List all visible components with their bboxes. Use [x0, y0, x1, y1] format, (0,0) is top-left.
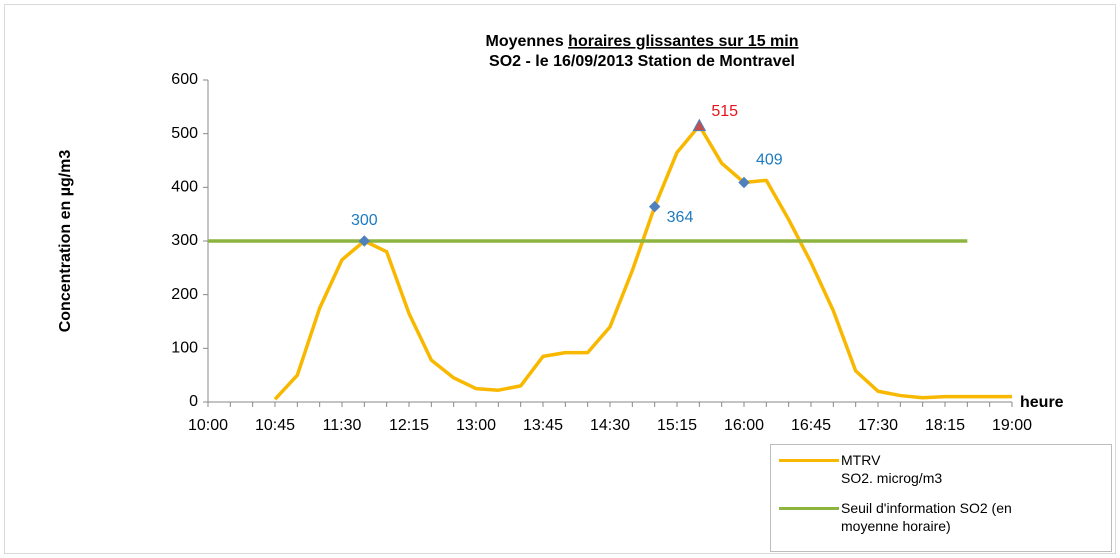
x-tick-label: 13:45 [523, 417, 563, 434]
data-label: 300 [351, 212, 378, 229]
chart-title: Moyennes horaires glissantes sur 15 min [485, 33, 798, 50]
point-marker [692, 118, 707, 132]
chart-border [4, 4, 1116, 554]
chart-subtitle: SO2 - le 16/09/2013 Station de Montravel [489, 53, 795, 70]
y-tick-label: 0 [189, 393, 198, 410]
x-tick-label: 16:45 [791, 417, 831, 434]
y-tick-label: 600 [171, 71, 198, 88]
x-tick-label: 13:00 [456, 417, 496, 434]
x-tick-label: 16:00 [724, 417, 764, 434]
point-marker [648, 200, 661, 213]
legend-label: Seuil d'information SO2 (en moyenne hora… [841, 500, 1012, 534]
x-tick-label: 18:15 [925, 417, 965, 434]
point-marker [358, 235, 371, 247]
x-tick-label: 10:00 [188, 417, 228, 434]
y-tick-label: 500 [171, 125, 198, 142]
data-label: 364 [667, 209, 694, 226]
title-part: horaires glissantes sur 15 min [568, 33, 798, 50]
legend-entry: Seuil d'information SO2 (en moyenne hora… [779, 499, 1012, 535]
x-tick-label: 12:15 [389, 417, 429, 434]
title-part: Moyennes [485, 33, 568, 50]
x-tick-label: 19:00 [992, 417, 1032, 434]
series-line [273, 123, 1012, 401]
data-label: 409 [756, 152, 783, 169]
x-tick-label: 15:15 [657, 417, 697, 434]
y-tick-label: 100 [171, 340, 198, 357]
point-marker [738, 176, 750, 189]
x-tick-label: 17:30 [858, 417, 898, 434]
legend-label: MTRV SO2. microg/m3 [841, 452, 943, 486]
x-axis-label: heure [1020, 394, 1064, 411]
y-tick-label: 300 [171, 232, 198, 249]
y-axis-label: Concentration en µg/m3 [57, 150, 74, 333]
legend-swatch [779, 507, 839, 510]
y-tick-label: 200 [171, 286, 198, 303]
x-tick-label: 11:30 [323, 417, 362, 434]
legend-entry: MTRV SO2. microg/m3 [779, 451, 943, 487]
legend-swatch [779, 459, 839, 462]
legend: MTRV SO2. microg/m3 Seuil d'information S… [770, 444, 1112, 552]
x-tick-label: 10:45 [255, 417, 295, 434]
data-label: 515 [711, 103, 738, 120]
y-tick-label: 400 [171, 179, 198, 196]
x-tick-label: 14:30 [590, 417, 630, 434]
